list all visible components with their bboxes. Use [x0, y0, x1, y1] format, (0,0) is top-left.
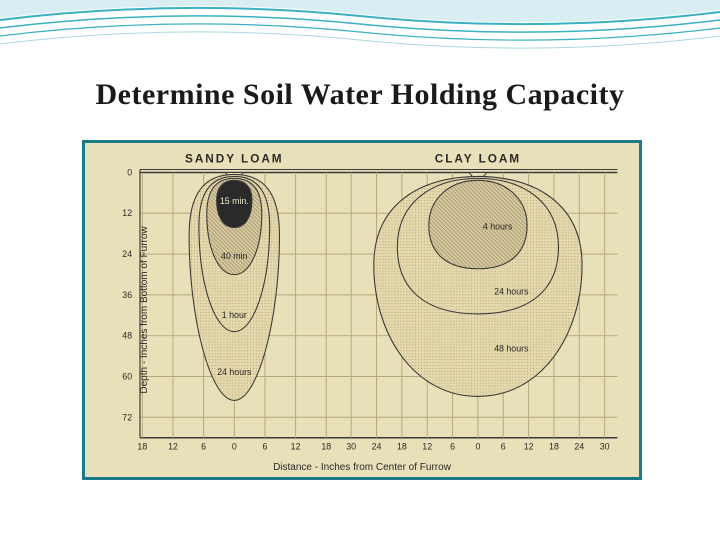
- x-tick-label: 18: [397, 441, 407, 451]
- x-tick-label: 6: [201, 441, 206, 451]
- soil-water-figure: Depth - Inches from Bottom of Furrow Dis…: [82, 140, 642, 480]
- x-tick-label: 24: [372, 441, 382, 451]
- x-tick-label: 30: [346, 441, 356, 451]
- x-tick-label: 6: [262, 441, 267, 451]
- x-tick-label: 12: [524, 441, 534, 451]
- contour-4-hours: [429, 180, 527, 268]
- x-tick-label: 30: [600, 441, 610, 451]
- x-tick-label: 12: [291, 441, 301, 451]
- contour-label: 4 hours: [483, 221, 513, 231]
- contour-label: 48 hours: [494, 343, 529, 353]
- y-tick-label: 48: [122, 331, 132, 341]
- x-tick-label: 6: [450, 441, 455, 451]
- contour-label: 24 hours: [217, 367, 252, 377]
- contour-label: 40 min: [221, 251, 248, 261]
- x-tick-label: 12: [168, 441, 178, 451]
- contour-label: 1 hour: [222, 310, 247, 320]
- x-tick-label: 6: [501, 441, 506, 451]
- y-axis-label: Depth - Inches from Bottom of Furrow: [139, 226, 150, 393]
- contour-label: 15 min.: [220, 196, 249, 206]
- y-tick-label: 60: [122, 371, 132, 381]
- clay-loam-title: CLAY LOAM: [435, 153, 521, 166]
- y-tick-label: 12: [122, 208, 132, 218]
- figure-svg: 012243648607218126061218SANDY LOAM15 min…: [85, 143, 639, 477]
- x-tick-label: 12: [422, 441, 432, 451]
- page-title: Determine Soil Water Holding Capacity: [0, 78, 720, 112]
- y-tick-label: 0: [127, 167, 132, 177]
- x-axis-label: Distance - Inches from Center of Furrow: [85, 462, 639, 473]
- header-wave: [0, 0, 720, 60]
- contour-label: 24 hours: [494, 286, 529, 296]
- x-tick-label: 18: [549, 441, 559, 451]
- x-tick-label: 0: [475, 441, 480, 451]
- x-tick-label: 24: [574, 441, 584, 451]
- x-tick-label: 0: [232, 441, 237, 451]
- y-tick-label: 36: [122, 290, 132, 300]
- y-tick-label: 24: [122, 249, 132, 259]
- sandy-loam-title: SANDY LOAM: [185, 153, 284, 166]
- y-tick-label: 72: [122, 412, 132, 422]
- x-tick-label: 18: [137, 441, 147, 451]
- x-tick-label: 18: [321, 441, 331, 451]
